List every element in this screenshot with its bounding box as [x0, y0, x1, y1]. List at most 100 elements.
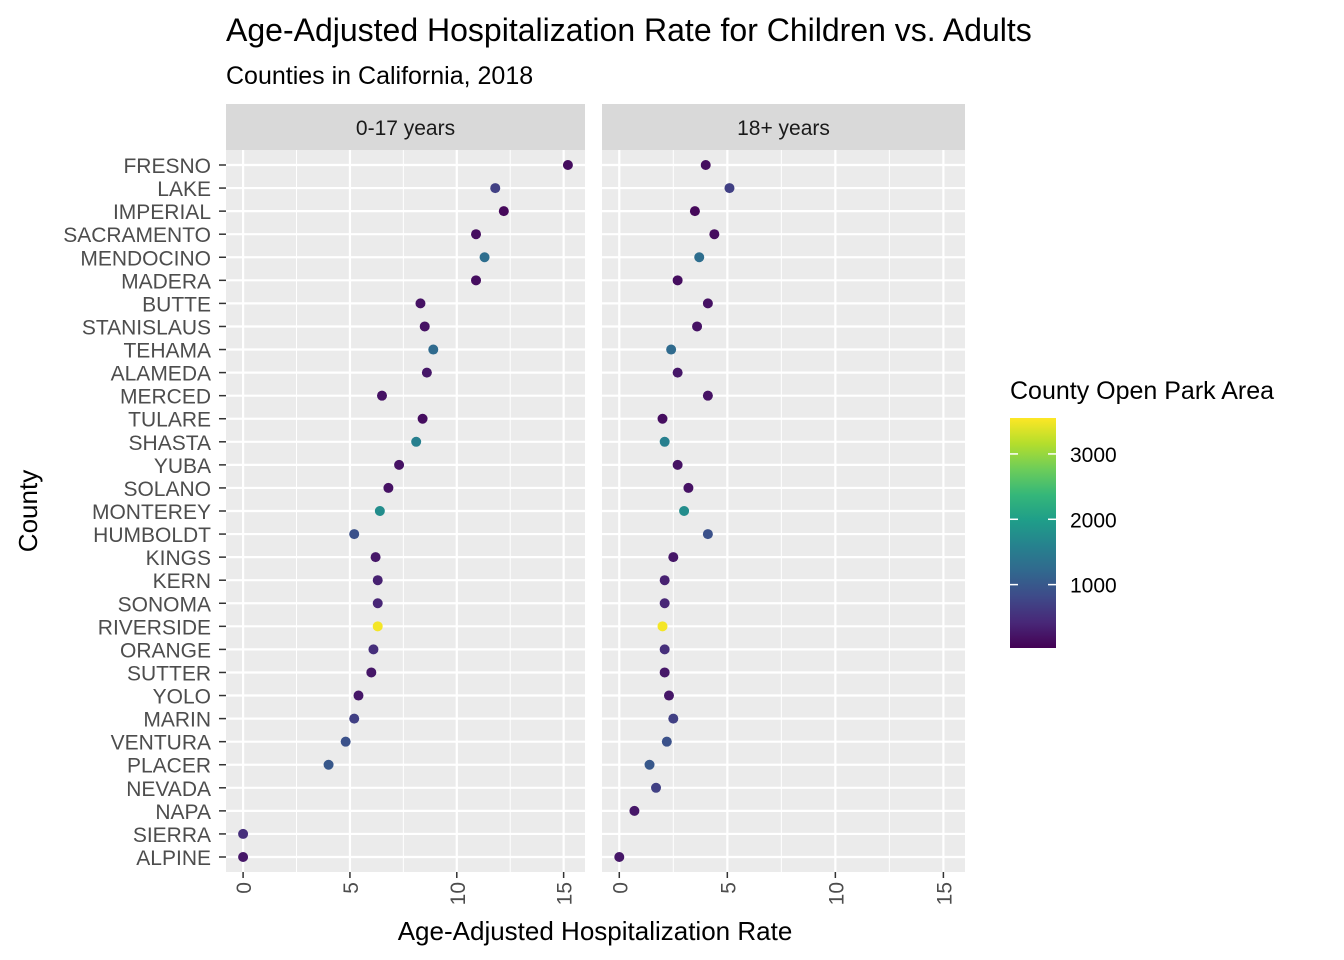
- data-point: [238, 828, 249, 839]
- data-point: [672, 367, 683, 378]
- x-tick-label: 5: [340, 882, 363, 894]
- data-point: [689, 206, 700, 217]
- y-tick-label: SONOMA: [118, 593, 211, 616]
- data-point: [383, 482, 394, 493]
- y-tick-label: KINGS: [146, 547, 211, 570]
- data-point: [368, 644, 379, 655]
- data-point: [349, 529, 360, 540]
- data-point: [672, 275, 683, 286]
- y-tick-label: KERN: [153, 570, 211, 593]
- y-tick-label: MONTEREY: [92, 501, 211, 524]
- y-tick-label: SACRAMENTO: [63, 224, 211, 247]
- data-point: [694, 252, 705, 263]
- y-tick-label: SHASTA: [129, 432, 211, 455]
- data-point: [562, 160, 573, 170]
- data-point: [323, 759, 334, 770]
- data-point: [659, 598, 670, 609]
- legend-title: County Open Park Area: [1010, 377, 1274, 405]
- legend-colorbar: [1010, 418, 1056, 648]
- data-point: [394, 459, 405, 470]
- data-point: [471, 229, 482, 240]
- data-point: [238, 852, 249, 862]
- x-tick-label: 10: [825, 882, 848, 905]
- y-tick-label: NEVADA: [126, 778, 211, 801]
- y-tick-label: PLACER: [127, 755, 211, 778]
- data-point: [644, 759, 655, 770]
- facet-panel: 18+ years 0 5 10 15: [602, 104, 965, 905]
- color-legend: County Open Park Area 1000 2000 3000: [1010, 377, 1274, 648]
- data-point: [679, 506, 690, 516]
- y-tick-label: STANISLAUS: [82, 316, 211, 339]
- data-point: [629, 805, 640, 816]
- data-point: [372, 621, 383, 632]
- data-point: [659, 667, 670, 678]
- data-point: [366, 667, 377, 678]
- data-point: [657, 413, 668, 424]
- y-tick-label: TULARE: [128, 409, 211, 432]
- y-tick-label: ORANGE: [120, 639, 211, 662]
- data-point: [490, 183, 501, 194]
- chart-subtitle: Counties in California, 2018: [226, 62, 533, 90]
- data-point: [353, 690, 364, 701]
- x-tick-label: 5: [717, 882, 740, 894]
- y-axis: FRESNOLAKEIMPERIALSACRAMENTOMENDOCINOMAD…: [63, 155, 226, 870]
- data-point: [349, 713, 360, 724]
- y-tick-label: MERCED: [120, 386, 211, 409]
- data-point: [376, 390, 387, 401]
- y-tick-label: MADERA: [121, 270, 211, 293]
- legend-breaks: 1000 2000 3000: [1010, 444, 1117, 598]
- data-point: [659, 644, 670, 655]
- y-axis-title: County: [13, 470, 43, 552]
- data-point: [659, 575, 670, 586]
- data-point: [428, 344, 439, 355]
- y-tick-label: HUMBOLDT: [93, 524, 211, 547]
- y-tick-label: YOLO: [153, 686, 211, 709]
- data-point: [663, 690, 674, 701]
- data-point: [651, 782, 662, 793]
- y-tick-label: SOLANO: [123, 478, 211, 501]
- data-point: [672, 459, 683, 470]
- data-point: [657, 621, 668, 632]
- facet-panels: 0-17 years 0 5 10 15 18+ years 0 5 10 15: [226, 104, 965, 905]
- data-point: [724, 183, 735, 194]
- data-point: [702, 529, 713, 540]
- data-point: [668, 552, 679, 563]
- y-tick-label: ALPINE: [136, 847, 211, 870]
- data-point: [417, 413, 428, 424]
- data-point: [498, 206, 509, 217]
- x-tick-label: 15: [554, 882, 577, 905]
- y-tick-label: SIERRA: [133, 824, 211, 847]
- x-tick-label: 0: [609, 882, 632, 894]
- data-point: [709, 229, 720, 240]
- y-tick-label: TEHAMA: [123, 340, 211, 363]
- data-point: [614, 852, 625, 862]
- data-point: [692, 321, 703, 332]
- data-point: [421, 367, 432, 378]
- y-tick-label: FRESNO: [123, 155, 211, 178]
- chart-title: Age-Adjusted Hospitalization Rate for Ch…: [226, 12, 1032, 48]
- data-point: [700, 160, 711, 170]
- y-tick-label: BUTTE: [142, 293, 211, 316]
- x-tick-label: 15: [933, 882, 956, 905]
- data-point: [411, 436, 422, 447]
- y-tick-label: YUBA: [154, 455, 211, 478]
- x-tick-label: 0: [233, 882, 256, 894]
- data-point: [372, 575, 383, 586]
- data-point: [702, 390, 713, 401]
- x-tick-label: 10: [447, 882, 470, 905]
- data-point: [661, 736, 672, 747]
- y-tick-label: NAPA: [155, 801, 211, 824]
- legend-break-label: 1000: [1070, 575, 1117, 598]
- data-point: [702, 298, 713, 309]
- data-point: [471, 275, 482, 286]
- facet-strip-label: 0-17 years: [356, 117, 455, 140]
- data-point: [374, 506, 385, 516]
- data-point: [668, 713, 679, 724]
- facet-strip: [226, 104, 585, 150]
- y-tick-label: LAKE: [157, 178, 211, 201]
- legend-break-label: 3000: [1070, 444, 1117, 467]
- y-tick-label: IMPERIAL: [113, 201, 211, 224]
- x-axis-title: Age-Adjusted Hospitalization Rate: [398, 916, 793, 946]
- y-tick-label: ALAMEDA: [111, 363, 211, 386]
- legend-break-label: 2000: [1070, 509, 1117, 532]
